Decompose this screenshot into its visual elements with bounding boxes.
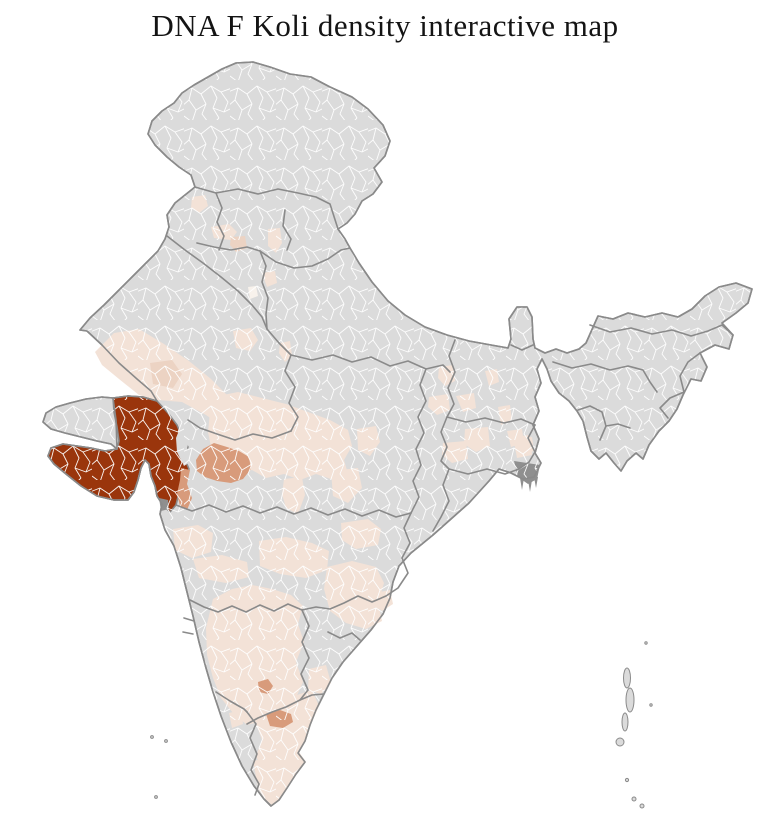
andaman-nicobar-islands[interactable] — [615, 641, 653, 809]
lakshadweep-islands[interactable] — [150, 735, 168, 799]
map-title: DNA F Koli density interactive map — [151, 8, 619, 43]
state-borders — [42, 61, 753, 807]
